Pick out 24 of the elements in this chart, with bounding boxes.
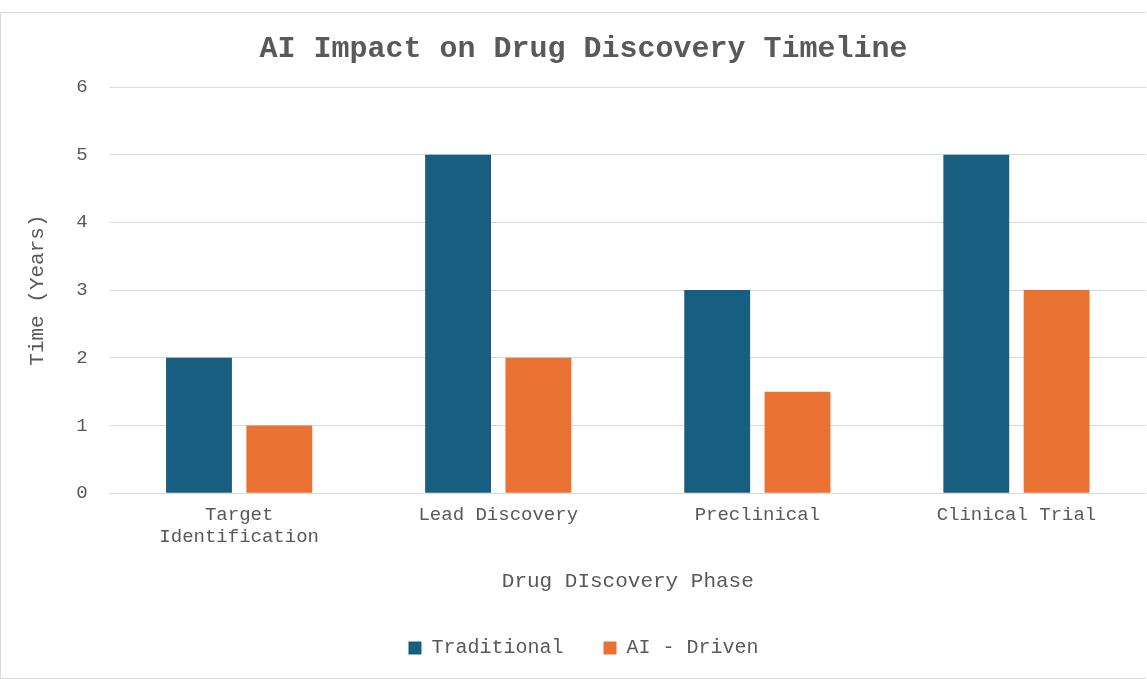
x-tick-label: Preclinical <box>694 503 821 526</box>
bar <box>505 357 572 493</box>
bar <box>943 154 1010 493</box>
bar <box>166 357 232 493</box>
chart-title: AI Impact on Drug Discovery Timeline <box>259 31 908 66</box>
legend-label: AI - Driven <box>626 636 759 660</box>
x-tick-label: Clinical Trial <box>936 503 1097 526</box>
y-tick-label: 0 <box>76 482 88 505</box>
x-tick-label: Lead Discovery <box>418 503 579 526</box>
y-tick-label: 4 <box>76 211 88 234</box>
bar <box>684 290 751 493</box>
y-axis-title: Time (Years) <box>26 214 50 366</box>
x-tick-label: Target Identification <box>159 503 319 549</box>
bar <box>425 154 492 493</box>
y-tick-label: 2 <box>76 346 88 369</box>
y-tick-label: 3 <box>76 279 88 302</box>
bar <box>246 425 313 493</box>
legend-label: Traditional <box>431 636 564 660</box>
bar <box>764 391 831 493</box>
y-tick-label: 5 <box>76 143 88 166</box>
bar <box>1023 290 1090 493</box>
x-axis-title: Drug DIscovery Phase <box>501 569 754 593</box>
y-tick-label: 6 <box>76 76 88 99</box>
y-tick-label: 1 <box>76 414 88 437</box>
